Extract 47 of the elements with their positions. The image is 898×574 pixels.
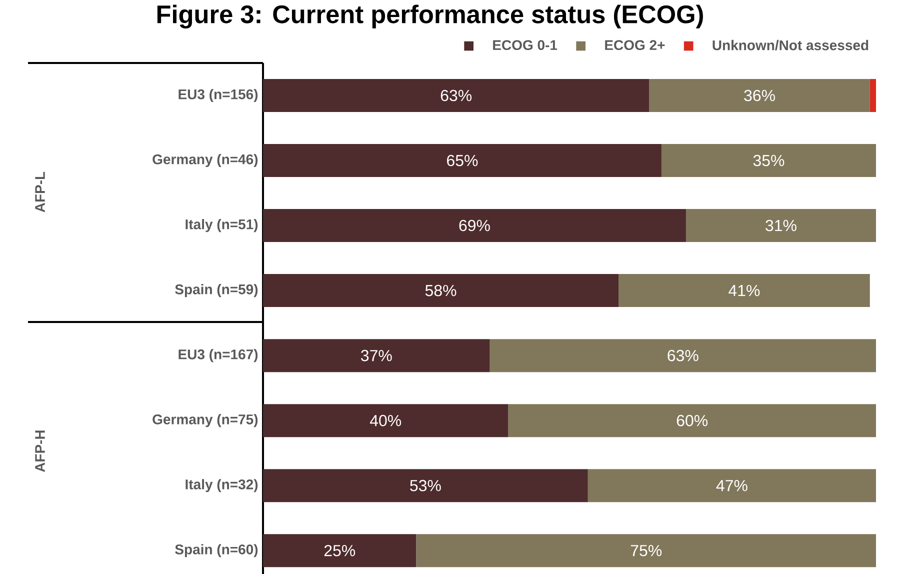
- data-label: 35%: [753, 154, 784, 166]
- y-tick-label: Italy (n=32): [186, 479, 258, 492]
- y-tick-label: Germany (n=75): [152, 414, 258, 428]
- bar: [263, 404, 508, 438]
- data-label: 53%: [410, 480, 441, 492]
- bar: [649, 79, 870, 112]
- data-label: 31%: [766, 220, 796, 232]
- bar: [263, 144, 662, 178]
- data-label: 41%: [728, 284, 760, 296]
- bar: [263, 469, 588, 502]
- y-tick-label: Germany (n=46): [152, 154, 258, 168]
- data-label: 60%: [676, 414, 708, 426]
- text: AFP-L: [35, 172, 45, 212]
- bar: [263, 274, 619, 308]
- data-label: 63%: [668, 350, 698, 362]
- data-label: 69%: [459, 220, 490, 232]
- data-label: 47%: [716, 480, 748, 492]
- legend-label: Unknown/Not assessed: [712, 40, 868, 50]
- bar: [263, 79, 650, 112]
- data-label: 75%: [630, 544, 662, 556]
- data-label: 58%: [425, 284, 456, 296]
- data-label: 40%: [370, 414, 402, 426]
- data-label: 65%: [447, 154, 478, 166]
- legend-label: ECOG 2+: [605, 40, 665, 50]
- bar: [490, 339, 876, 372]
- bar: [661, 144, 876, 178]
- bar: [618, 274, 870, 308]
- chart-title: Figure 3: Current performance status (ECOG): [157, 4, 703, 28]
- y-tick-label: EU3 (n=167): [178, 349, 258, 362]
- bar: [870, 79, 876, 112]
- data-label: 25%: [324, 544, 356, 556]
- bar: [263, 209, 686, 242]
- bar: [686, 209, 876, 242]
- y-tick-label: EU3 (n=156): [178, 88, 258, 102]
- data-label: 63%: [440, 90, 472, 102]
- bar: [416, 534, 876, 568]
- bar: [263, 534, 416, 568]
- data-label: 36%: [744, 90, 775, 102]
- y-tick-label: Italy (n=51): [186, 219, 258, 232]
- bar: [263, 339, 490, 372]
- data-label: 37%: [361, 350, 392, 362]
- bar: [588, 469, 876, 502]
- text: AFP-H: [35, 430, 45, 472]
- legend-label: ECOG 0-1: [493, 40, 558, 50]
- bar: [508, 404, 876, 438]
- y-tick-label: Spain (n=60): [175, 544, 258, 558]
- y-tick-label: Spain (n=59): [175, 284, 258, 298]
